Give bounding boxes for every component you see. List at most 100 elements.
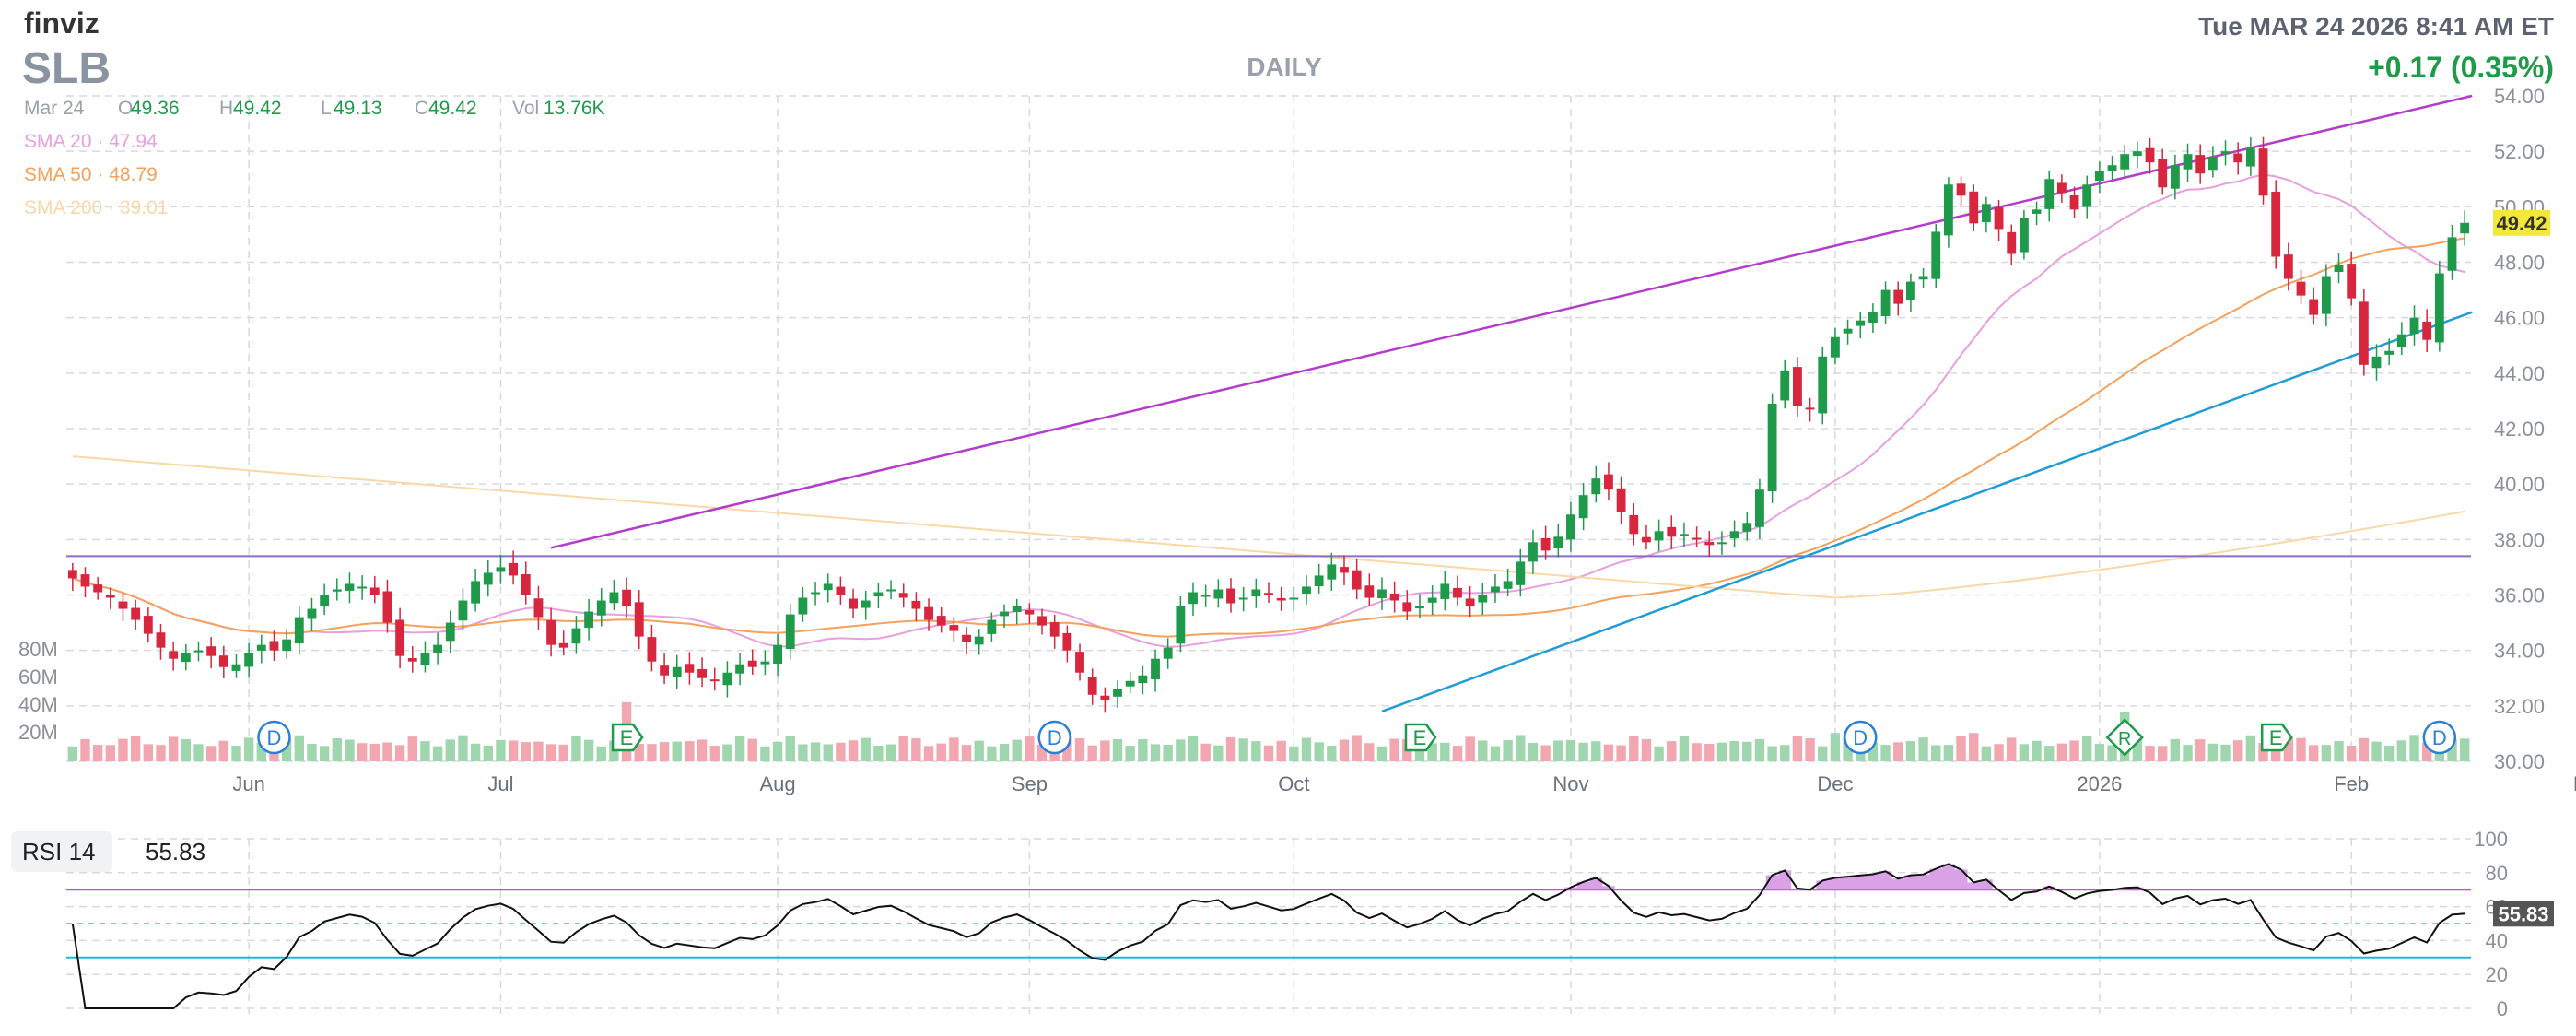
candle — [1087, 668, 1097, 705]
event-marker-d[interactable]: D — [1037, 720, 1071, 755]
candle-body — [1818, 356, 1828, 414]
volume-bar — [1918, 737, 1928, 761]
close-label: C — [415, 98, 428, 119]
candle-body — [1453, 587, 1462, 598]
candle — [1000, 604, 1009, 629]
event-marker-e[interactable]: E — [611, 723, 644, 752]
volume-bar — [1767, 746, 1777, 761]
candle-body — [2460, 222, 2470, 234]
candle — [1642, 524, 1651, 550]
volume-bar — [1805, 737, 1815, 761]
dividend-letter: D — [267, 726, 282, 749]
candle-body — [1327, 564, 1337, 580]
candle-body — [1553, 536, 1563, 549]
event-marker-e[interactable]: E — [1404, 723, 1437, 752]
volume-bar — [1591, 741, 1601, 761]
candle — [622, 577, 632, 618]
candle-body — [1994, 207, 2004, 230]
rsi-panel[interactable]: 10080604020055.83 — [66, 828, 2554, 1020]
volume-bar — [709, 746, 720, 761]
candle — [256, 634, 266, 664]
volume-bar — [1138, 738, 1148, 761]
price-tick-label: 42.00 — [2494, 418, 2545, 441]
candle — [1138, 665, 1148, 695]
candle-body — [1276, 597, 1286, 601]
candle — [1289, 586, 1299, 612]
candle — [1025, 603, 1035, 624]
candle-body — [2195, 155, 2206, 174]
event-marker-e[interactable]: E — [2260, 723, 2293, 752]
volume-tick-label: 20M — [18, 721, 58, 744]
candle-body — [836, 586, 846, 595]
candle-body — [1226, 588, 1235, 604]
volume-bar — [496, 739, 506, 761]
volume-bar — [394, 745, 405, 761]
candle-body — [2447, 237, 2457, 271]
candle-body — [357, 586, 368, 589]
volume-bar — [218, 740, 229, 761]
volume-bar — [2359, 737, 2370, 761]
earnings-shape — [1404, 723, 1437, 752]
candle — [1540, 525, 1551, 560]
candle — [496, 554, 506, 584]
volume-bar — [143, 744, 154, 761]
sma20-line — [72, 173, 2465, 648]
candle-body — [2233, 153, 2243, 163]
candle — [2460, 210, 2470, 246]
event-marker-d[interactable]: D — [257, 720, 291, 755]
volume-bar — [1276, 740, 1286, 761]
candle-body — [1604, 474, 1613, 490]
candle — [2056, 174, 2067, 203]
finviz-logo[interactable]: finviz — [24, 6, 100, 40]
volume-bar — [722, 744, 732, 761]
candlesticks[interactable] — [67, 136, 2470, 713]
candle — [2120, 144, 2130, 180]
candle-body — [1340, 567, 1349, 573]
sma20-label: SMA 20 · 47.94 — [24, 131, 158, 152]
trendlines[interactable] — [66, 94, 2473, 713]
volume-bar — [2032, 740, 2042, 761]
candle-body — [1943, 184, 1953, 236]
candle — [1125, 672, 1135, 694]
candle-body — [2347, 264, 2357, 299]
candle — [193, 641, 204, 662]
volume-bar — [105, 745, 116, 761]
candle — [1880, 281, 1891, 324]
candle-body — [143, 616, 153, 634]
volume-bar — [231, 746, 241, 761]
volume-bar — [961, 745, 972, 761]
price-change: +0.17 (0.35%) — [2368, 51, 2554, 84]
candle-body — [2396, 334, 2406, 347]
volume-bar — [898, 736, 908, 761]
candle-body — [2019, 218, 2029, 253]
candle-body — [1566, 514, 1575, 540]
candle — [1717, 531, 1727, 555]
volume-bar — [2220, 744, 2231, 761]
candle — [1692, 526, 1702, 547]
volume-bar — [1100, 740, 1110, 761]
candle-body — [2422, 321, 2432, 340]
volume-bar — [483, 745, 493, 761]
volume-bar — [1213, 745, 1224, 761]
candle — [1843, 319, 1853, 345]
volume-tick-label: 80M — [18, 638, 58, 661]
earnings-shape — [611, 723, 644, 752]
candle-body — [1000, 611, 1009, 617]
candle-body — [332, 589, 342, 592]
candle-body — [320, 595, 330, 606]
event-marker-d[interactable]: D — [1844, 720, 1878, 755]
candle — [2183, 143, 2193, 182]
volume-bar — [1667, 741, 1677, 761]
volume-bar — [2007, 737, 2017, 761]
moving-averages — [72, 173, 2465, 648]
event-marker-r[interactable]: R — [2105, 718, 2144, 757]
candle-body — [256, 644, 266, 651]
volume-bar — [1654, 746, 1664, 761]
event-marker-d[interactable]: D — [2422, 720, 2457, 755]
candle-body — [105, 595, 115, 598]
candle-body — [1692, 537, 1702, 540]
candle-body — [660, 665, 670, 676]
candle — [1667, 515, 1677, 549]
